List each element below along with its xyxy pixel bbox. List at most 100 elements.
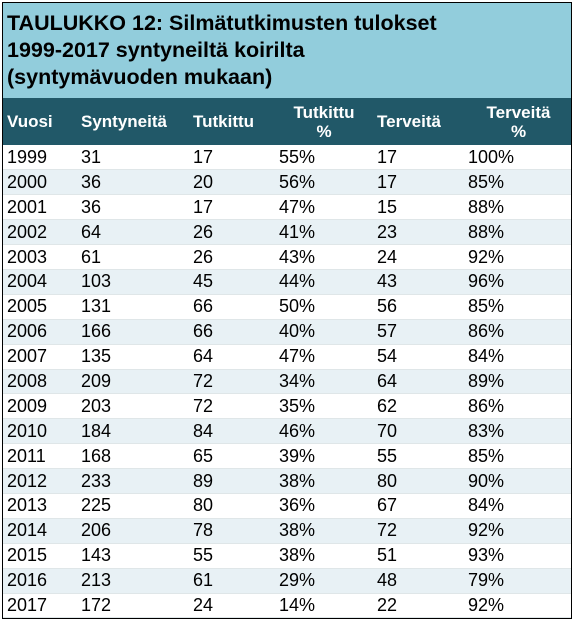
cell-born: 184 [77, 418, 189, 445]
cell-healthy: 67 [373, 493, 464, 519]
cell-born: 131 [77, 294, 189, 320]
cell-examined-pct: 47% [275, 194, 373, 221]
cell-examined: 61 [189, 568, 275, 594]
table-row: 2006 166 66 40% 57 86% [3, 319, 571, 345]
cell-healthy-pct: 88% [464, 194, 571, 221]
cell-born: 166 [77, 319, 189, 345]
cell-healthy: 24 [373, 244, 464, 270]
cell-examined-pct: 41% [275, 219, 373, 246]
cell-year: 2002 [3, 219, 77, 246]
table-row: 2010 184 84 46% 70 83% [3, 418, 571, 445]
cell-healthy: 54 [373, 344, 464, 370]
cell-examined: 17 [189, 194, 275, 221]
cell-healthy-pct: 85% [464, 443, 571, 470]
cell-born: 103 [77, 269, 189, 295]
cell-examined: 65 [189, 443, 275, 470]
cell-examined-pct: 14% [275, 593, 373, 618]
cell-healthy: 51 [373, 543, 464, 569]
header-examined-pct: Tutkittu% [293, 102, 355, 141]
cell-healthy-pct: 83% [464, 418, 571, 445]
cell-examined: 84 [189, 418, 275, 445]
cell-born: 36 [77, 194, 189, 221]
cell-examined-pct: 29% [275, 568, 373, 594]
cell-healthy-pct: 84% [464, 344, 571, 370]
table-row: 2005 131 66 50% 56 85% [3, 294, 571, 320]
cell-examined-pct: 50% [275, 294, 373, 320]
cell-healthy-pct: 92% [464, 518, 571, 544]
cell-year: 2014 [3, 518, 77, 544]
cell-healthy: 55 [373, 443, 464, 470]
cell-year: 2013 [3, 493, 77, 519]
cell-born: 225 [77, 493, 189, 519]
cell-born: 168 [77, 443, 189, 470]
cell-examined: 26 [189, 219, 275, 246]
title-line: (syntymävuoden mukaan) [7, 65, 273, 89]
cell-healthy-pct: 86% [464, 393, 571, 420]
cell-examined-pct: 55% [275, 145, 373, 171]
cell-examined: 89 [189, 468, 275, 494]
header-healthy-pct: Terveitä% [486, 102, 551, 141]
cell-examined-pct: 39% [275, 443, 373, 470]
cell-healthy: 62 [373, 393, 464, 420]
cell-examined: 45 [189, 269, 275, 295]
cell-year: 2016 [3, 568, 77, 594]
cell-examined: 66 [189, 294, 275, 320]
table-title: TAULUKKO 12: Silmätutkimusten tulokset 1… [3, 3, 571, 98]
cell-examined-pct: 36% [275, 493, 373, 519]
cell-healthy: 43 [373, 269, 464, 295]
cell-examined-pct: 46% [275, 418, 373, 445]
table-row: 2008 209 72 34% 64 89% [3, 369, 571, 395]
table-row: 1999 31 17 55% 17 100% [3, 145, 571, 171]
cell-born: 31 [77, 145, 189, 171]
cell-year: 2005 [3, 294, 77, 320]
cell-healthy-pct: 90% [464, 468, 571, 494]
cell-year: 2000 [3, 169, 77, 196]
table-row: 2017 172 24 14% 22 92% [3, 593, 571, 618]
title-line: 1999-2017 syntyneiltä koirilta [7, 38, 305, 62]
table-row: 2003 61 26 43% 24 92% [3, 244, 571, 270]
cell-year: 2001 [3, 194, 77, 221]
header-healthy: Terveitä [377, 112, 441, 131]
cell-born: 172 [77, 593, 189, 618]
cell-examined: 55 [189, 543, 275, 569]
cell-year: 2007 [3, 344, 77, 370]
cell-healthy-pct: 85% [464, 169, 571, 196]
cell-born: 135 [77, 344, 189, 370]
header-row: Vuosi Syntyneitä Tutkittu Tutkittu% Terv… [3, 98, 571, 145]
table-row: 2004 103 45 44% 43 96% [3, 269, 571, 295]
cell-examined: 20 [189, 169, 275, 196]
cell-year: 2011 [3, 443, 77, 470]
cell-born: 143 [77, 543, 189, 569]
cell-healthy-pct: 93% [464, 543, 571, 569]
cell-healthy-pct: 92% [464, 593, 571, 618]
cell-examined-pct: 34% [275, 369, 373, 395]
cell-healthy: 56 [373, 294, 464, 320]
cell-healthy-pct: 88% [464, 219, 571, 246]
cell-born: 203 [77, 393, 189, 420]
title-line: TAULUKKO 12: Silmätutkimusten tulokset [7, 11, 437, 35]
cell-examined-pct: 38% [275, 543, 373, 569]
cell-year: 2012 [3, 468, 77, 494]
cell-healthy-pct: 79% [464, 568, 571, 594]
cell-examined-pct: 35% [275, 393, 373, 420]
cell-year: 2004 [3, 269, 77, 295]
cell-healthy: 70 [373, 418, 464, 445]
cell-examined-pct: 44% [275, 269, 373, 295]
cell-healthy-pct: 84% [464, 493, 571, 519]
cell-examined-pct: 38% [275, 518, 373, 544]
cell-born: 209 [77, 369, 189, 395]
cell-examined: 66 [189, 319, 275, 345]
cell-healthy: 23 [373, 219, 464, 246]
cell-examined: 24 [189, 593, 275, 618]
table-row: 2009 203 72 35% 62 86% [3, 393, 571, 420]
cell-examined: 26 [189, 244, 275, 270]
header-examined: Tutkittu [193, 112, 255, 131]
cell-healthy-pct: 100% [464, 145, 571, 171]
cell-year: 2015 [3, 543, 77, 569]
cell-healthy: 22 [373, 593, 464, 618]
cell-healthy: 80 [373, 468, 464, 494]
cell-healthy-pct: 89% [464, 369, 571, 395]
cell-born: 61 [77, 244, 189, 270]
cell-year: 2003 [3, 244, 77, 270]
cell-healthy: 72 [373, 518, 464, 544]
